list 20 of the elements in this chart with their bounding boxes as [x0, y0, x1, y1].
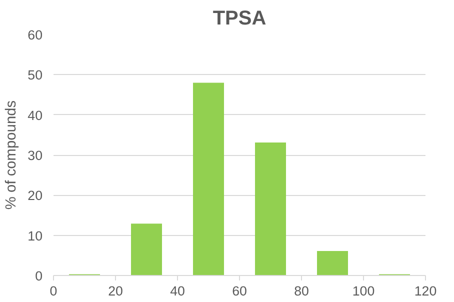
y-axis-title: % of compounds: [4, 100, 20, 210]
x-tick-label: 100: [352, 284, 375, 298]
x-tick-label: 80: [294, 284, 309, 298]
x-tick-label: 40: [170, 284, 185, 298]
bar: [193, 82, 224, 276]
y-tick-label: 20: [28, 188, 43, 204]
x-tick-label: 20: [108, 284, 123, 298]
chart-title: TPSA: [212, 8, 266, 30]
bar: [131, 224, 162, 276]
y-tick-label: 50: [28, 68, 43, 83]
y-tick-label: 60: [28, 28, 43, 42]
bar: [317, 251, 348, 276]
y-tick-label: 0: [35, 268, 43, 284]
y-tick-label: 40: [28, 108, 43, 123]
y-tick-label: 30: [28, 148, 43, 163]
x-tick-label: 0: [50, 284, 58, 298]
x-tick-label: 120: [414, 284, 437, 298]
x-tick-label: 60: [232, 284, 247, 298]
bar: [255, 142, 286, 276]
y-tick-label: 10: [28, 228, 43, 244]
